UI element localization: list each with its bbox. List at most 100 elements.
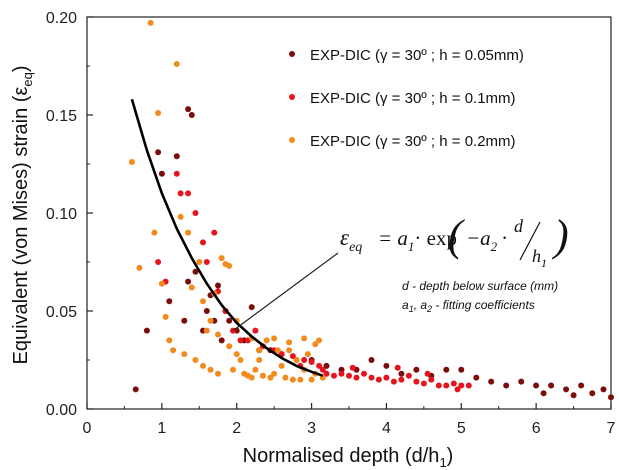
data-point [316, 362, 323, 369]
data-point [177, 190, 184, 197]
data-point [286, 347, 293, 354]
data-point [188, 284, 195, 291]
data-point [548, 382, 555, 389]
data-point [185, 190, 192, 197]
data-point [301, 335, 308, 342]
data-point [312, 341, 319, 348]
data-point [413, 378, 420, 385]
data-point [540, 390, 547, 397]
x-tick-label: 7 [607, 420, 616, 437]
data-point [563, 386, 570, 393]
data-point [424, 370, 431, 377]
data-point [185, 278, 192, 285]
data-point [289, 353, 296, 360]
data-point [252, 366, 259, 373]
data-point [211, 229, 218, 236]
data-point [271, 335, 278, 342]
legend-marker-h01 [289, 94, 295, 100]
data-point [259, 372, 266, 379]
data-point [608, 394, 614, 401]
data-point [428, 376, 435, 383]
data-point [398, 376, 405, 383]
data-point [338, 370, 345, 377]
data-point [297, 376, 304, 383]
data-point [319, 366, 326, 373]
fit-curve [130, 98, 324, 377]
data-point [200, 298, 206, 305]
data-point [207, 366, 214, 373]
legend-label-h01: EXP-DIC (γ = 30º ; h = 0.1mm) [310, 90, 516, 107]
data-point [162, 313, 169, 320]
data-point [361, 370, 367, 377]
fraction-denominator: h1 [532, 246, 547, 270]
data-point [158, 280, 165, 287]
data-point [473, 374, 480, 381]
y-axis-title: Equivalent (von Mises) strain (εeq) [10, 65, 35, 364]
data-point [383, 362, 390, 369]
legend-marker-h02 [289, 137, 295, 143]
equation-rhs: = a1· exp [378, 226, 457, 254]
data-point [570, 392, 577, 399]
data-point [256, 357, 263, 363]
data-point [185, 229, 192, 236]
x-tick-label: 6 [532, 420, 541, 437]
equation-lhs: εeq [340, 225, 362, 255]
data-point [200, 239, 206, 246]
data-point [503, 382, 510, 389]
data-point [155, 149, 162, 156]
data-point [271, 370, 278, 377]
data-point [230, 366, 236, 373]
data-point [185, 106, 192, 113]
series-1 [155, 170, 472, 393]
note-coefficients: a1, a2 - fitting coefficients [402, 298, 535, 314]
data-point [226, 343, 233, 350]
x-tick-label: 0 [83, 420, 92, 437]
data-point [323, 362, 330, 369]
data-point [136, 264, 143, 271]
data-point [151, 229, 158, 236]
data-point [188, 112, 195, 118]
data-point [420, 380, 427, 387]
data-point [589, 390, 596, 397]
data-point [181, 317, 188, 324]
y-tick-label: 0.15 [46, 108, 77, 125]
paren-open: ( [448, 211, 465, 260]
data-point [143, 327, 150, 334]
data-point [207, 317, 214, 324]
legend-label-h005: EXP-DIC (γ = 30º ; h = 0.05mm) [310, 47, 524, 64]
legend-marker-h005 [289, 51, 295, 57]
data-point [155, 110, 162, 116]
data-point [518, 378, 525, 385]
data-point [578, 382, 585, 389]
data-point [215, 370, 221, 377]
data-point [173, 170, 180, 177]
data-point [488, 378, 495, 385]
data-point [248, 374, 255, 381]
paren-close: ) [551, 211, 569, 260]
y-tick-label: 0.00 [46, 402, 77, 419]
data-point [394, 364, 401, 371]
fraction-slash [519, 221, 541, 261]
data-point [192, 210, 199, 216]
legend: EXP-DIC (γ = 30º ; h = 0.05mm) EXP-DIC (… [289, 47, 524, 150]
data-point [215, 282, 221, 289]
data-point [435, 382, 442, 389]
data-point [331, 372, 337, 379]
data-point [233, 351, 240, 358]
data-point [278, 362, 285, 369]
y-tick-label: 0.10 [46, 206, 77, 223]
data-point [192, 268, 199, 275]
data-point [533, 382, 540, 389]
fit-equation: εeq = a1· exp ( −a2 · d h1 ) [340, 211, 569, 270]
x-tick-label: 3 [307, 420, 316, 437]
y-tick-label: 0.05 [46, 304, 77, 321]
data-point [353, 374, 360, 381]
data-point [301, 357, 308, 363]
data-point [226, 262, 233, 269]
data-point [252, 327, 259, 334]
data-point [218, 337, 225, 344]
data-point [218, 255, 225, 262]
data-point [203, 259, 210, 265]
x-tick-label: 1 [157, 420, 166, 437]
